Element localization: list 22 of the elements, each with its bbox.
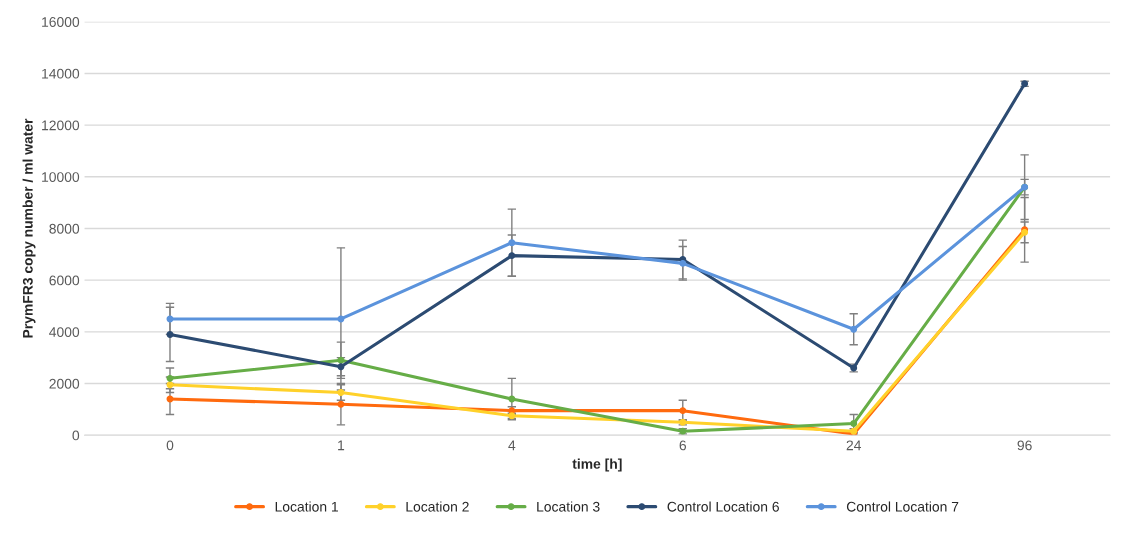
y-tick-label: 10000 [42,172,80,182]
y-tick-label: 4000 [49,327,80,338]
legend-label: Control Location 7 [846,501,959,512]
x-tick-label: 4 [508,440,516,451]
x-tick-label: 6 [679,440,687,451]
y-tick-label: 14000 [42,68,80,79]
x-tick-label: 24 [846,440,862,451]
y-tick-label: 0 [72,430,80,441]
y-tick-label: 6000 [49,275,80,286]
y-tick-label: 2000 [49,378,80,389]
x-tick-label: 0 [166,440,174,451]
legend-label: Location 2 [406,501,469,512]
x-tick-label: 1 [338,440,345,451]
x-axis-title: time [h] [572,458,622,472]
legend-label: Location 3 [537,501,600,512]
y-tick-label: 16000 [42,17,80,27]
x-tick-label: 96 [1017,440,1032,451]
y-tick-label: 12000 [42,120,80,131]
legend-label: Location 1 [275,501,338,512]
y-axis-title: PrymFR3 copy number / ml water [22,118,36,338]
y-tick-label: 8000 [49,223,80,234]
legend-label: Control Location 6 [667,501,779,512]
